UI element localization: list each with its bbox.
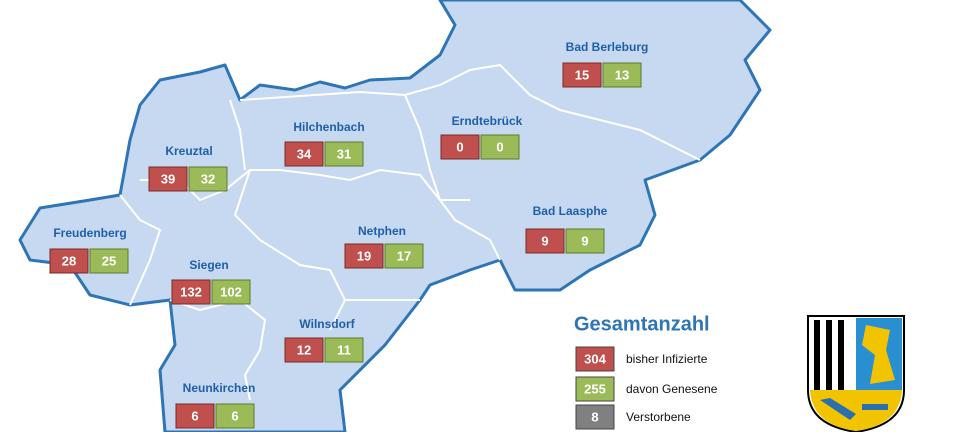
infected-count: 28	[62, 253, 76, 268]
infected-count: 0	[456, 139, 463, 154]
recovered-count: 11	[337, 342, 351, 357]
legend-box	[575, 376, 615, 402]
recovered-box	[215, 403, 255, 429]
municipality-name: Bad Laasphe	[533, 204, 608, 218]
infected-box	[49, 248, 89, 274]
infected-count: 15	[575, 67, 589, 82]
municipality-name: Netphen	[358, 224, 406, 238]
infected-count: 34	[297, 146, 312, 161]
municipality-name: Neunkirchen	[183, 381, 256, 395]
recovered-count: 31	[337, 146, 351, 161]
recovered-count: 6	[231, 408, 238, 423]
legend-value: 8	[591, 409, 598, 424]
infected-box	[175, 403, 215, 429]
municipality-name: Wilnsdorf	[299, 317, 355, 331]
recovered-box	[324, 337, 364, 363]
recovered-count: 9	[581, 233, 588, 248]
legend-box	[575, 346, 615, 372]
infected-box	[284, 141, 324, 167]
infected-count: 39	[161, 171, 175, 186]
infected-box	[148, 166, 188, 192]
recovered-box	[188, 166, 228, 192]
coat-of-arms	[807, 315, 905, 432]
infected-count: 6	[191, 408, 198, 423]
district-outline	[18, 0, 772, 432]
infected-count: 132	[180, 284, 202, 299]
infected-box	[344, 243, 384, 269]
legend-box	[575, 404, 615, 430]
infected-box	[284, 337, 324, 363]
municipality-name: Kreuztal	[165, 144, 212, 158]
recovered-box	[565, 228, 605, 254]
recovered-box	[480, 134, 520, 160]
recovered-count: 32	[201, 171, 215, 186]
infected-box	[171, 279, 211, 305]
municipality-name: Freudenberg	[53, 226, 126, 240]
infected-box	[562, 62, 602, 88]
infected-count: 19	[357, 248, 371, 263]
recovered-count: 0	[496, 139, 503, 154]
legend-label: bisher Infizierte	[626, 352, 708, 366]
legend-title: Gesamtanzahl	[574, 313, 710, 335]
infected-box	[440, 134, 480, 160]
legend-value: 304	[584, 351, 606, 366]
recovered-count: 102	[220, 284, 242, 299]
recovered-box	[211, 279, 251, 305]
recovered-box	[384, 243, 424, 269]
municipality-name: Erndtebrück	[452, 114, 523, 128]
infected-count: 9	[541, 233, 548, 248]
legend-value: 255	[584, 381, 606, 396]
infected-box	[525, 228, 565, 254]
municipality-name: Bad Berleburg	[566, 40, 649, 54]
recovered-count: 25	[102, 253, 116, 268]
recovered-box	[324, 141, 364, 167]
legend-label: davon Genesene	[626, 382, 718, 396]
recovered-box	[89, 248, 129, 274]
municipal-borders	[119, 63, 701, 401]
legend-label: Verstorbene	[626, 410, 691, 424]
recovered-box	[602, 62, 642, 88]
municipality-name: Hilchenbach	[293, 120, 364, 134]
infected-count: 12	[297, 342, 311, 357]
recovered-count: 13	[615, 67, 629, 82]
recovered-count: 17	[397, 248, 411, 263]
municipality-name: Siegen	[189, 258, 228, 272]
